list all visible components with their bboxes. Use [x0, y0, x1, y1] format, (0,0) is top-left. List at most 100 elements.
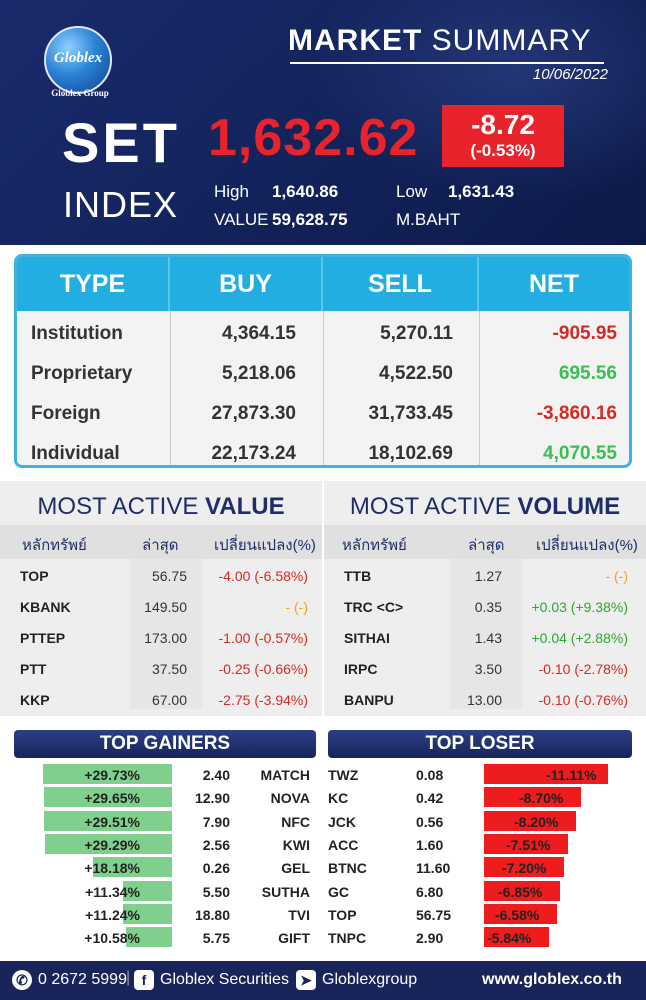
header-buy: BUY	[170, 257, 323, 311]
most-active-volume-panel: MOST ACTIVE VOLUME หลักทรัพย์ ล่าสุด เปล…	[324, 481, 646, 716]
gainer-row[interactable]: +29.51% 7.90 NFC	[14, 811, 316, 833]
gainer-row[interactable]: +29.65% 12.90 NOVA	[14, 787, 316, 809]
gainer-pct: +18.18%	[84, 860, 140, 877]
footer-phone[interactable]: 0 2672 5999	[38, 971, 127, 988]
gainer-row[interactable]: +11.34% 5.50 SUTHA	[14, 881, 316, 903]
gainer-bar	[123, 880, 172, 901]
flow-type: Individual	[31, 443, 120, 464]
top-losers-title: TOP LOSER	[328, 730, 632, 758]
active-last: 37.50	[151, 661, 187, 677]
gainer-pct: +29.73%	[84, 767, 140, 783]
active-row[interactable]: PTTEP 173.00 -1.00 (-0.57%)	[0, 623, 322, 654]
gainer-symbol: KWI	[282, 836, 310, 853]
gainer-bar	[45, 833, 172, 854]
footer-line[interactable]: Globlexgroup	[322, 971, 418, 988]
loser-bar	[484, 857, 564, 878]
last-column-shade	[450, 559, 522, 709]
active-row[interactable]: BANPU 13.00 -0.10 (-0.76%)	[324, 685, 646, 716]
flow-sell: 4,522.50	[379, 363, 453, 384]
gainer-pct: +29.29%	[84, 836, 140, 853]
loser-price: 1.60	[416, 836, 444, 853]
flow-buy: 22,173.24	[211, 443, 296, 464]
active-last: 67.00	[151, 692, 187, 708]
gainer-pct: +29.51%	[84, 813, 140, 830]
flow-net: -905.95	[552, 323, 617, 344]
active-row[interactable]: KBANK 149.50 - (-)	[0, 592, 322, 623]
loser-row[interactable]: GC 6.80 -6.85%	[328, 881, 632, 903]
gainer-bar	[43, 764, 172, 784]
active-row[interactable]: TOP 56.75 -4.00 (-6.58%)	[0, 561, 322, 592]
footer: ✆ 0 2672 5999 | f Globlex Securities ➤ G…	[0, 961, 646, 1000]
active-row[interactable]: SITHAI 1.43 +0.04 (+2.88%)	[324, 623, 646, 654]
active-row[interactable]: IRPC 3.50 -0.10 (-2.78%)	[324, 654, 646, 685]
loser-price: 0.08	[416, 767, 444, 783]
gainer-bar	[44, 810, 172, 831]
gainer-price: 2.56	[202, 836, 230, 853]
gainer-bar	[126, 927, 172, 948]
gainer-price: 18.80	[194, 906, 230, 923]
col-last: ล่าสุด	[142, 537, 179, 554]
loser-price: 2.90	[416, 930, 444, 947]
gainer-row[interactable]: +18.18% 0.26 GEL	[14, 857, 316, 879]
loser-pct: -5.84%	[487, 930, 532, 947]
gainer-symbol: NFC	[281, 813, 310, 830]
gainer-symbol: NOVA	[270, 790, 310, 807]
active-symbol: IRPC	[344, 661, 378, 677]
loser-pct: -8.20%	[514, 813, 559, 830]
title-rest: SUMMARY	[422, 24, 592, 57]
loser-row[interactable]: TNPC 2.90 -5.84%	[328, 927, 632, 949]
gainer-row[interactable]: +29.73% 2.40 MATCH	[14, 764, 316, 786]
index-change: -8.72	[471, 109, 535, 140]
footer-facebook[interactable]: Globlex Securities	[160, 971, 289, 988]
active-symbol: KBANK	[20, 599, 71, 615]
active-change: -0.10 (-0.76%)	[538, 692, 628, 708]
loser-price: 56.75	[416, 906, 452, 923]
last-column-shade	[130, 559, 202, 709]
active-row[interactable]: KKP 67.00 -2.75 (-3.94%)	[0, 685, 322, 716]
gainer-bar	[44, 787, 172, 808]
flow-buy: 4,364.15	[222, 323, 296, 344]
loser-symbol: TWZ	[328, 767, 359, 783]
col-change: เปลี่ยนแปลง(%)	[214, 537, 316, 554]
flow-sell: 18,102.69	[368, 443, 453, 464]
loser-pct: -11.11%	[546, 767, 597, 783]
loser-pct: -6.58%	[495, 906, 540, 923]
title-divider	[290, 62, 604, 64]
facebook-icon: f	[134, 970, 154, 990]
active-change: -0.10 (-2.78%)	[538, 661, 628, 677]
investor-flow-table: TYPE BUY SELL NET Institution 4,364.15 5,2…	[14, 254, 632, 468]
loser-symbol: TNPC	[328, 930, 367, 947]
loser-row[interactable]: TOP 56.75 -6.58%	[328, 904, 632, 926]
page-title: MARKET SUMMARY	[288, 24, 591, 58]
footer-website[interactable]: www.globlex.co.th	[482, 971, 622, 988]
col-last: ล่าสุด	[468, 537, 505, 554]
loser-row[interactable]: BTNC 11.60 -7.20%	[328, 857, 632, 879]
loser-row[interactable]: TWZ 0.08 -11.11%	[328, 764, 632, 786]
flow-sell: 5,270.11	[380, 323, 453, 344]
loser-row[interactable]: JCK 0.56 -8.20%	[328, 811, 632, 833]
loser-row[interactable]: KC 0.42 -8.70%	[328, 787, 632, 809]
loser-price: 6.80	[416, 883, 444, 900]
gainer-row[interactable]: +29.29% 2.56 KWI	[14, 834, 316, 856]
loser-row[interactable]: ACC 1.60 -7.51%	[328, 834, 632, 856]
loser-bar	[484, 903, 557, 924]
active-row[interactable]: PTT 37.50 -0.25 (-0.66%)	[0, 654, 322, 685]
loser-pct: -7.51%	[506, 836, 551, 853]
header-sell: SELL	[323, 257, 479, 311]
high-label: High	[214, 182, 249, 201]
active-symbol: PTT	[20, 661, 47, 677]
gainer-row[interactable]: +10.58% 5.75 GIFT	[14, 927, 316, 949]
gainer-pct: +10.58%	[84, 930, 140, 947]
report-date: 10/06/2022	[532, 66, 608, 83]
flow-buy: 5,218.06	[222, 363, 296, 384]
active-symbol: BANPU	[344, 692, 394, 708]
phone-icon: ✆	[12, 970, 32, 990]
gainer-price: 12.90	[194, 790, 230, 807]
loser-symbol: GC	[328, 883, 349, 900]
gainer-symbol: GEL	[281, 860, 310, 877]
active-row[interactable]: TTB 1.27 - (-)	[324, 561, 646, 592]
gainer-row[interactable]: +11.24% 18.80 TVI	[14, 904, 316, 926]
send-icon: ➤	[296, 970, 316, 990]
active-row[interactable]: TRC <C> 0.35 +0.03 (+9.38%)	[324, 592, 646, 623]
gainer-symbol: TVI	[288, 906, 310, 923]
